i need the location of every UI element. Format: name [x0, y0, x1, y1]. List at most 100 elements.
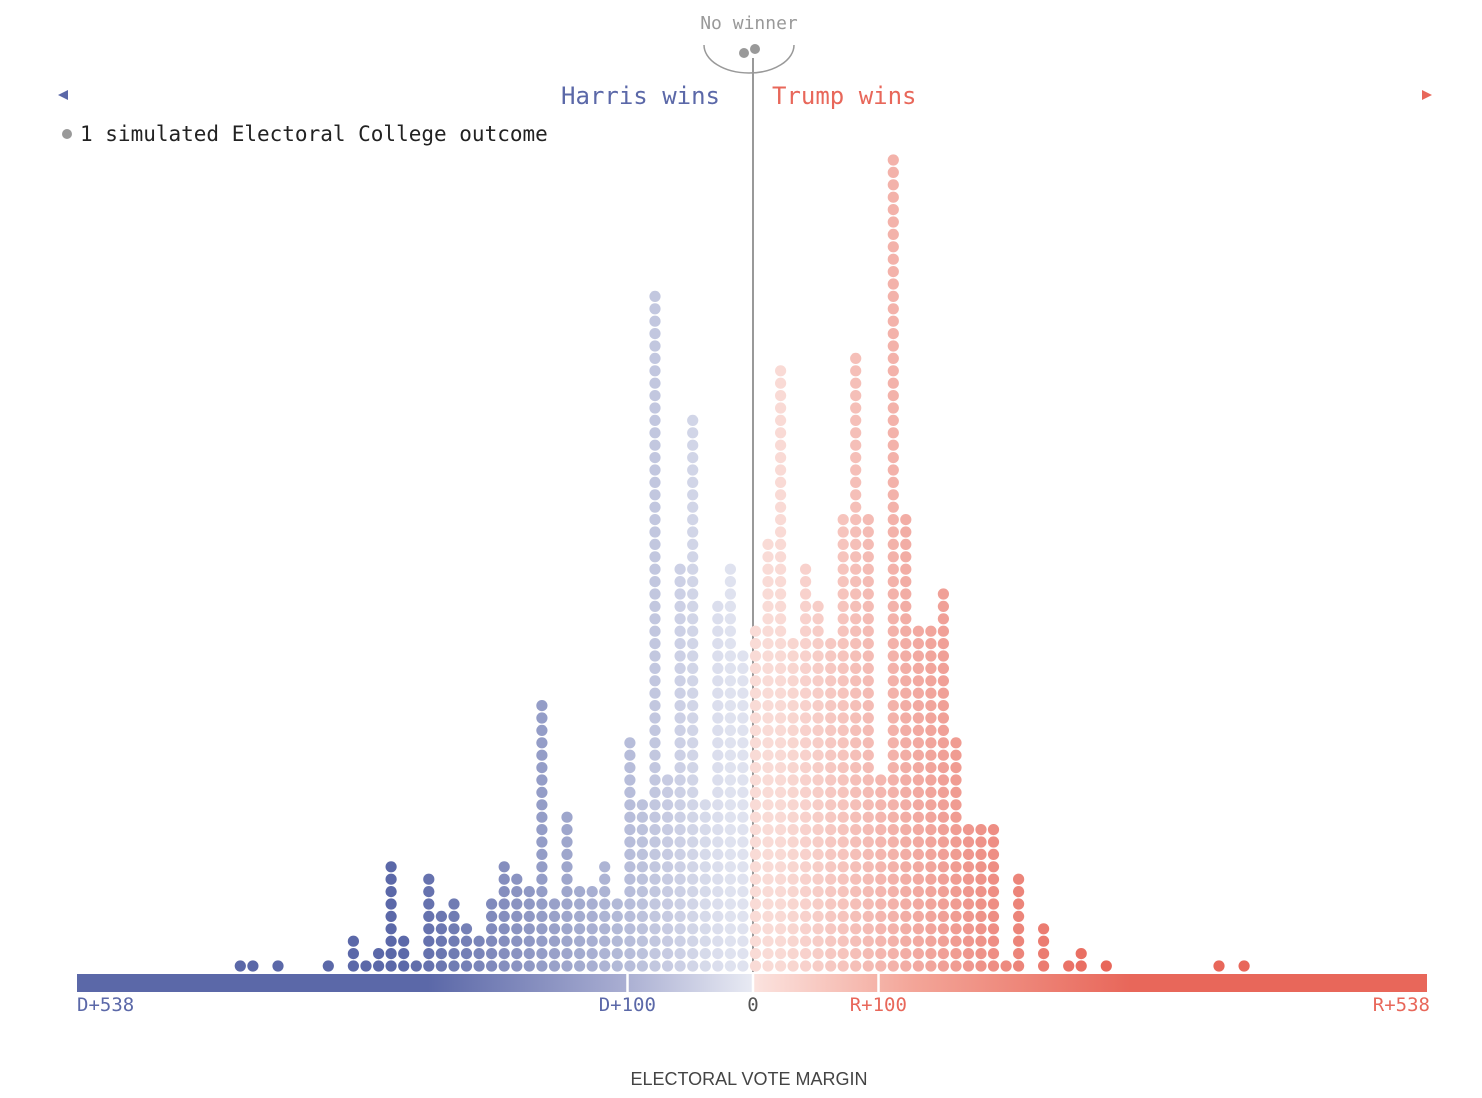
outcome-dot: [912, 675, 925, 687]
outcome-dot: [674, 811, 686, 823]
outcome-dot: [925, 650, 937, 662]
outcome-dot: [712, 724, 724, 737]
outcome-dot: [599, 923, 611, 935]
outcome-dot: [574, 910, 586, 923]
outcome-dot: [812, 724, 824, 737]
outcome-dot: [624, 824, 636, 836]
outcome-dot: [536, 799, 548, 811]
outcome-dot: [900, 923, 912, 935]
outcome-dot: [850, 588, 862, 600]
outcome-dot: [737, 650, 749, 662]
outcome-dot: [473, 960, 485, 972]
outcome-dot: [762, 638, 774, 650]
outcome-dot: [724, 948, 737, 960]
outcome-dot: [473, 948, 485, 960]
outcome-dot: [1038, 948, 1050, 960]
tick-label: 0: [747, 994, 758, 1016]
outcome-dot: [687, 526, 699, 538]
outcome-dot: [687, 786, 699, 799]
outcome-dot: [787, 675, 799, 687]
outcome-dot: [850, 774, 862, 786]
outcome-dot: [486, 935, 498, 947]
outcome-dot: [486, 898, 498, 910]
outcome-dot: [987, 824, 1000, 836]
outcome-dot: [687, 960, 699, 972]
outcome-dot: [712, 762, 724, 774]
outcome-dot: [937, 910, 950, 923]
outcome-dot: [662, 898, 674, 910]
outcome-dot: [674, 724, 686, 737]
outcome-dot: [925, 712, 937, 724]
outcome-dot: [800, 675, 812, 687]
outcome-dot: [850, 377, 862, 389]
outcome-dot: [787, 824, 799, 836]
outcome-dot: [737, 836, 749, 848]
outcome-dot: [987, 848, 1000, 861]
outcome-dot: [762, 935, 774, 947]
outcome-dot: [536, 824, 548, 836]
outcome-dot: [850, 563, 862, 575]
outcome-dot: [937, 675, 950, 687]
outcome-dot: [624, 923, 636, 935]
outcome-dot: [825, 774, 837, 786]
outcome-dot: [775, 538, 787, 551]
outcome-dot: [887, 526, 899, 538]
outcome-dot: [850, 452, 862, 464]
outcome-dot: [687, 762, 699, 774]
outcome-dot: [749, 638, 762, 650]
outcome-dot: [687, 935, 699, 947]
outcome-dot: [950, 848, 962, 861]
outcome-dot: [787, 960, 799, 972]
outcome-dot: [486, 948, 498, 960]
outcome-dot: [850, 712, 862, 724]
outcome-dot: [837, 836, 849, 848]
outcome-dot: [373, 960, 385, 972]
outcome-dot: [775, 464, 787, 476]
outcome-dot: [1013, 960, 1025, 972]
outcome-dot: [987, 898, 1000, 910]
outcome-dot: [812, 923, 824, 935]
outcome-dot: [912, 886, 925, 898]
outcome-dot: [574, 886, 586, 898]
outcome-dot: [636, 960, 649, 972]
outcome-dot: [674, 786, 686, 799]
outcome-dot: [586, 935, 598, 947]
outcome-dot: [460, 960, 473, 972]
outcome-dot: [536, 737, 548, 749]
outcome-dot: [649, 377, 661, 389]
outcome-dot: [687, 613, 699, 625]
outcome-dot: [649, 501, 661, 513]
outcome-dot: [712, 898, 724, 910]
outcome-dot: [837, 712, 849, 724]
outcome-dot: [787, 774, 799, 786]
outcome-dot: [887, 563, 899, 575]
outcome-dot: [862, 824, 874, 836]
outcome-dot: [900, 737, 912, 749]
outcome-dot: [762, 836, 774, 848]
outcome-dot: [674, 563, 686, 575]
outcome-dot: [649, 687, 661, 699]
outcome-dot: [749, 836, 762, 848]
outcome-dot: [875, 960, 887, 972]
outcome-dot: [900, 861, 912, 873]
outcome-dot: [687, 675, 699, 687]
outcome-dot: [775, 402, 787, 414]
outcome-dot: [925, 625, 937, 637]
outcome-dot: [624, 737, 636, 749]
outcome-dot: [962, 848, 975, 861]
outcome-dot: [912, 712, 925, 724]
outcome-dot: [887, 613, 899, 625]
outcome-dot: [737, 824, 749, 836]
outcome-dot: [787, 762, 799, 774]
outcome-dot: [649, 811, 661, 823]
outcome-dot: [912, 923, 925, 935]
outcome-dot: [536, 836, 548, 848]
outcome-dot: [900, 786, 912, 799]
legend-label: 1 simulated Electoral College outcome: [80, 122, 548, 146]
outcome-dot: [1013, 923, 1025, 935]
outcome-dot: [699, 960, 711, 972]
outcome-dot: [812, 886, 824, 898]
outcome-dot: [887, 861, 899, 873]
outcome-dot: [385, 923, 397, 935]
outcome-dot: [887, 402, 899, 414]
